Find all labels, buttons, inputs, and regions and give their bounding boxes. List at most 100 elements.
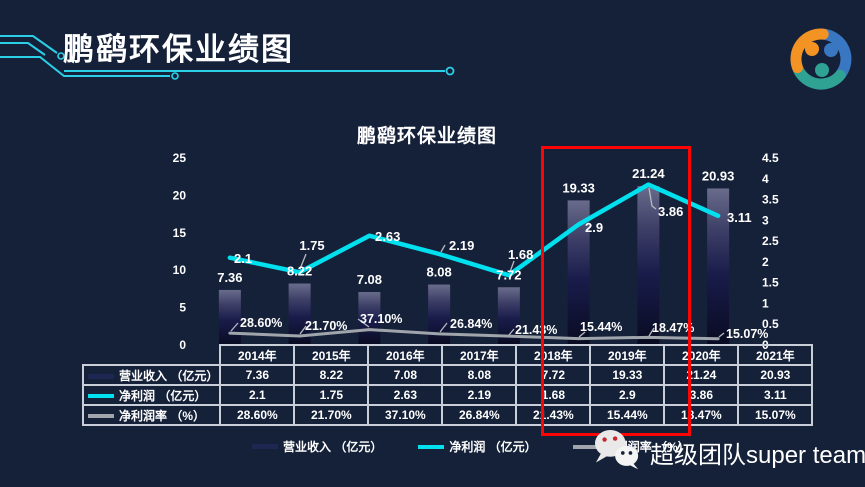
brand-text: 超级团队super team [650,441,865,469]
bar-value-label: 7.36 [217,270,242,285]
table-year-header: 2014年 [219,344,296,366]
leader-line [509,260,515,273]
bar [497,287,520,345]
bar [637,186,660,345]
table-cell: 21.70% [293,404,370,426]
table-year-header: 2018年 [515,344,592,366]
right-axis-tick-label: 4 [762,172,769,186]
legend-label: 营业收入 （亿元） [283,440,383,454]
profit-value-label: 2.63 [375,229,400,244]
bar [218,289,241,345]
right-axis-tick-label: 2 [762,255,769,269]
leader-line [439,322,448,333]
table-cell: 7.08 [367,364,444,386]
table-cell: 18.47% [663,404,740,426]
series-swatch-icon [88,414,114,419]
table-cell: 2.9 [589,384,666,406]
table-cell: 3.11 [737,384,814,406]
profit-value-label: 1.75 [299,238,324,253]
leader-line [299,325,307,335]
table-cell: 21.43% [515,404,592,426]
table-corner [83,345,220,365]
bar-value-label: 8.08 [426,265,451,280]
table-row-label: 营业收入 （亿元） [81,364,222,386]
table-year-header: 2015年 [293,344,370,366]
table-cell: 26.84% [441,404,518,426]
margin-value-label: 26.84% [450,317,492,331]
wechat-icon [595,429,639,470]
table-row: 净利润率 （%） 28.60% 21.70% 37.10% 26.84% 21.43% 15… [81,404,814,426]
margin-value-label: 21.43% [515,323,557,337]
table-year-header: 2019年 [589,344,666,366]
table-row-label: 净利润 （亿元） [81,384,222,406]
bar-value-label: 19.33 [562,180,595,195]
table-year-header: 2016年 [367,344,444,366]
bar [428,284,451,345]
table-cell: 8.08 [441,364,518,386]
bar [707,188,730,345]
bars-group [218,186,730,345]
table-cell: 15.07% [737,404,814,426]
leader-line [440,244,446,253]
left-axis-tick-label: 0 [179,338,186,352]
table-cell: 7.72 [515,364,592,386]
lines-group [227,182,721,341]
team-swirl-logo-icon [790,28,852,90]
leader-line [357,318,370,328]
right-axis-tick-label: 3 [762,213,769,227]
profit-value-label: 2.1 [234,251,252,266]
legend-label: 净利润 （亿元） [449,440,537,454]
margin-value-label: 18.47% [652,321,694,335]
data-labels-group: 7.36 8.22 7.08 8.08 7.72 19.33 21.24 20.93 2.1 1.… [217,166,768,341]
table-cell: 1.68 [515,384,592,406]
data-table: 2014年 2015年 2016年 2017年 2018年 2019年 2020年 2021年… [81,344,814,426]
table-cell: 19.33 [589,364,666,386]
table-cell: 28.60% [219,404,296,426]
left-axis-tick-label: 20 [173,188,187,202]
leader-line [299,253,307,270]
revenue-swatch-icon [252,444,278,449]
legend-item-net-profit: 净利润 （亿元） [418,438,537,455]
legend-item-revenue: 营业收入 （亿元） [252,438,382,455]
profit-value-label: 2.19 [449,238,474,253]
table-cell: 1.75 [293,384,370,406]
right-axis-tick-label: 1 [762,296,769,310]
table-cell: 8.22 [293,364,370,386]
margin-swatch-icon [572,444,599,449]
margin-value-label: 15.07% [726,327,768,341]
leader-line [648,187,657,210]
profit-value-label: 1.68 [508,247,533,262]
profit-value-label: 3.11 [727,210,752,225]
bar [358,292,381,345]
leader-lines-group [230,187,725,338]
table-cell: 2.19 [441,384,518,406]
table-row: 营业收入 （亿元） 7.36 8.22 7.08 8.08 7.72 19.33 21.24 2… [81,364,814,386]
table-cell: 2.1 [219,384,296,406]
bar [567,200,590,345]
table-cell: 37.10% [367,404,444,426]
right-axis-tick-label: 2.5 [762,234,779,248]
table-cell: 3.86 [663,384,740,406]
table-cell: 7.36 [219,364,296,386]
margin-line [228,328,720,341]
table-row: 净利润 （亿元） 2.1 1.75 2.63 2.19 1.68 2.9 3.86 3.11 [81,384,814,406]
right-axis-tick-label: 1.5 [762,276,779,290]
table-year-header: 2017年 [441,344,518,366]
table-cell: 2.63 [367,384,444,406]
right-axis-tick-label: 4.5 [762,151,779,165]
leader-line [230,322,239,332]
margin-value-label: 21.70% [305,319,347,333]
table-year-header: 2020年 [663,344,740,366]
margin-value-label: 15.44% [580,320,622,334]
brand: 超级团队super team [594,429,865,475]
bar [288,283,311,345]
margin-value-label: 37.10% [360,312,402,326]
leader-line [718,332,725,338]
profit-line [227,182,721,278]
profit-value-label: 3.86 [658,204,683,219]
left-axis-tick-label: 10 [173,263,187,277]
net-profit-swatch-icon [418,444,445,449]
leader-line [508,328,515,336]
right-axis-tick-label: 0.5 [762,317,779,331]
